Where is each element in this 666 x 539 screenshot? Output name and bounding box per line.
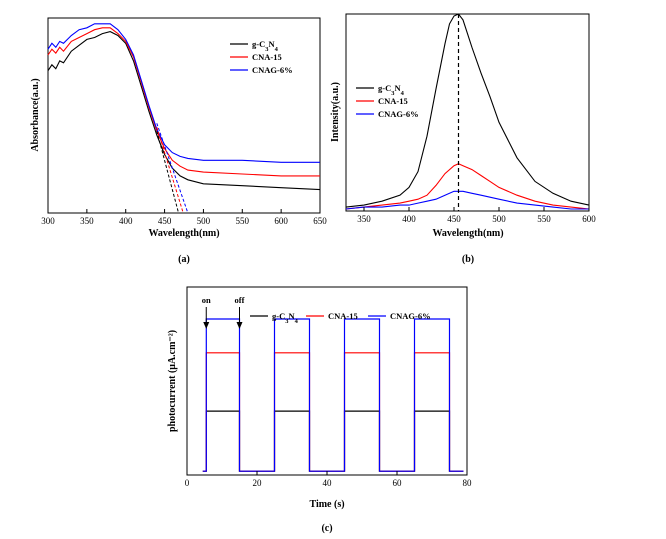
panel-c-x-tick-label: 0 [185, 478, 190, 488]
panel-a-series-line-g-c3n4 [47, 31, 321, 191]
panel-c-x-tick-label: 60 [393, 478, 403, 488]
panel-b-x-tick-label: 450 [447, 214, 461, 224]
panel-b-x-tick-label: 400 [402, 214, 416, 224]
panel-c-label: (c) [321, 523, 332, 534]
panel-c-x-tick-label: 20 [253, 478, 263, 488]
panel-c-series-line-g-c3n4 [202, 410, 464, 472]
panel-b-series [345, 13, 590, 211]
panel-b-y-axis-label: Intensity(a.u.) [330, 82, 341, 142]
panel-a-series-line-cnag-6 [47, 23, 320, 163]
panel-c-x-axis-label: Time (s) [309, 499, 344, 510]
panel-a-tangent-line [156, 123, 189, 214]
panel-c-legend-label-cna-15: CNA-15 [328, 311, 358, 321]
panel-a-x-tick-label: 550 [236, 216, 250, 226]
panel-c-annotation-arrow-head [203, 322, 210, 329]
panel-a-legend-label-g-c3n4: g-C3N4 [252, 39, 279, 53]
panel-a-frame [47, 17, 321, 214]
panel-a-x-axis-label: Wavelength(nm) [148, 228, 219, 239]
panel-b-x-tick-label: 550 [537, 214, 551, 224]
panel-b-frame [345, 13, 590, 212]
panel-a-x-tick-label: 500 [197, 216, 211, 226]
panel-a-x-tick-label: 400 [119, 216, 133, 226]
panel-b-series-line-cna-15 [345, 163, 590, 210]
panel-c-legend-label-cnag-6: CNAG-6% [390, 311, 431, 321]
panel-c-series [202, 318, 464, 472]
panel-a-series-line-cna-15 [47, 27, 320, 177]
panel-c-legend-label-g-c3n4: g-C3N4 [272, 311, 299, 325]
panel-a-x-ticks: 300 350 400 450 500 550 600 650 [41, 209, 327, 226]
panel-c-annotation-on: on [202, 295, 211, 305]
panel-a-x-tick-label: 650 [313, 216, 327, 226]
panel-a-x-tick-label: 350 [80, 216, 94, 226]
panel-a-label: (a) [178, 254, 190, 265]
panel-b-intensity-chart: 350 400 450 500 550 600 Wavelength(nm) Intens… [330, 13, 596, 265]
panel-b-x-ticks: 350 400 450 500 550 600 [357, 207, 596, 224]
panel-c-x-tick-label: 80 [463, 478, 473, 488]
panel-b-series-line-cnag-6 [345, 190, 589, 210]
panel-c-annotations: on off [202, 295, 245, 329]
panel-b-x-tick-label: 350 [357, 214, 371, 224]
panel-a-legend-label-cna-15: CNA-15 [252, 52, 282, 62]
panel-c-y-axis-label: photocurrent (μA.cm⁻²) [167, 330, 178, 432]
panel-b-label: (b) [462, 254, 474, 265]
panel-c-photocurrent-chart: 0 20 40 60 80 on off Time (s) photocurrent (μ… [167, 286, 472, 534]
panel-b-legend-label-cnag-6: CNAG-6% [378, 109, 419, 119]
panel-c-annotation-off: off [235, 295, 245, 305]
panel-b-legend-label-g-c3n4: g-C3N4 [378, 83, 405, 97]
panel-c-x-tick-label: 40 [323, 478, 333, 488]
panel-c-series-line-cnag-6 [202, 318, 464, 472]
panel-a-x-tick-label: 300 [41, 216, 55, 226]
panel-b-x-tick-label: 600 [582, 214, 596, 224]
panel-a-absorbance-chart: 300 350 400 450 500 550 600 650 Wavelength(nm) … [30, 17, 327, 265]
panel-a-x-tick-label: 450 [158, 216, 172, 226]
panel-c-x-ticks: 0 20 40 60 80 [185, 471, 472, 488]
panel-b-x-tick-label: 500 [492, 214, 506, 224]
panel-c-series-line-cna-15 [202, 352, 464, 472]
panel-b-x-axis-label: Wavelength(nm) [432, 228, 503, 239]
panel-a-y-axis-label: Absorbance(a.u.) [30, 78, 41, 151]
panel-a-tangent-line [156, 130, 180, 214]
panel-b-legend-label-cna-15: CNA-15 [378, 96, 408, 106]
panel-a-legend-label-cnag-6: CNAG-6% [252, 65, 293, 75]
panel-c-legend: g-C3N4 CNA-15 CNAG-6% [250, 311, 431, 325]
panel-a-x-tick-label: 600 [274, 216, 288, 226]
panel-a-series [47, 23, 321, 214]
panel-c-annotation-arrow-head [236, 322, 243, 329]
